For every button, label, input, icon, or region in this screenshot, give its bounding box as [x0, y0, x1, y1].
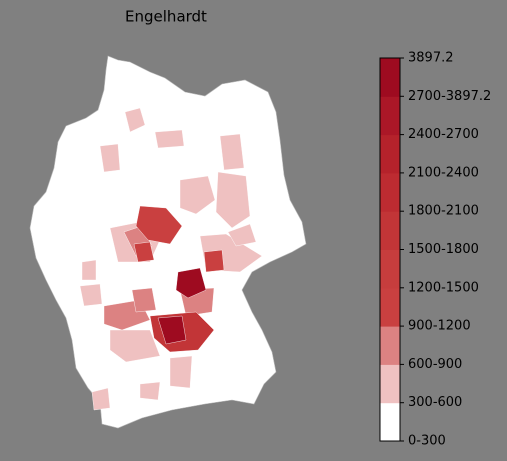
region — [175, 267, 207, 299]
region — [79, 283, 103, 307]
region — [81, 259, 97, 281]
region — [131, 287, 157, 313]
region — [139, 381, 161, 401]
colorbar-label: 300-600 — [408, 395, 462, 410]
colorbar-label: 3897.2 — [408, 51, 454, 66]
region — [179, 175, 216, 215]
colorbar-label: 600-900 — [408, 357, 462, 372]
colorbar-segment — [380, 211, 400, 250]
colorbar-segment — [380, 402, 400, 442]
colorbar: 0-300 300-600 600-900 900-1200 1200-1500 1500… — [379, 51, 491, 449]
region — [219, 133, 245, 171]
colorbar-label: 1200-1500 — [408, 280, 479, 295]
colorbar-segment — [380, 326, 400, 365]
region — [203, 249, 225, 273]
map-title: Engelhardt — [125, 8, 207, 26]
region — [227, 223, 257, 247]
region — [215, 171, 251, 229]
colorbar-segment — [380, 287, 400, 327]
region — [91, 387, 111, 411]
colorbar-label: 2700-3897.2 — [408, 89, 491, 104]
region — [124, 107, 146, 133]
colorbar-label: 900-1200 — [408, 319, 471, 334]
region — [157, 315, 187, 345]
colorbar-segment — [380, 134, 400, 174]
region — [169, 355, 193, 389]
colorbar-segment — [380, 364, 400, 404]
colorbar-label: 2100-2400 — [408, 165, 479, 180]
colorbar-label: 2400-2700 — [408, 127, 479, 142]
colorbar-label: 0-300 — [408, 434, 446, 449]
region — [109, 329, 161, 363]
region — [133, 241, 155, 263]
map — [29, 55, 307, 429]
colorbar-segment — [380, 58, 400, 97]
colorbar-label: 1800-2100 — [408, 204, 479, 219]
regions — [79, 107, 263, 411]
region — [99, 143, 121, 173]
colorbar-label: 1500-1800 — [408, 242, 479, 257]
colorbar-segment — [380, 172, 400, 212]
colorbar-segment — [380, 96, 400, 136]
colorbar-segment — [380, 249, 400, 289]
region — [154, 129, 185, 149]
region — [135, 205, 183, 245]
